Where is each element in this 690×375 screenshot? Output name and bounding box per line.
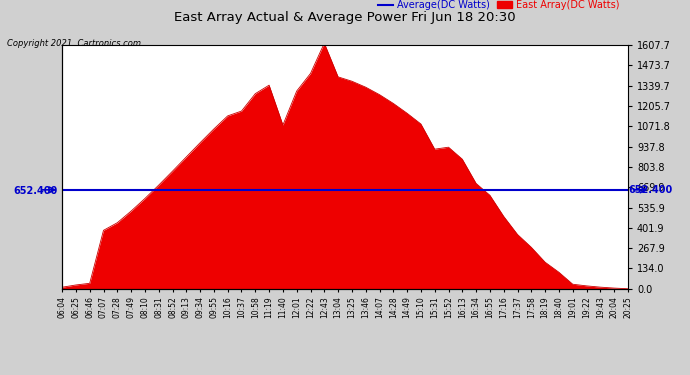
Text: 652.400: 652.400	[628, 185, 672, 195]
Text: Copyright 2021  Cartronics.com: Copyright 2021 Cartronics.com	[7, 39, 141, 48]
Text: East Array Actual & Average Power Fri Jun 18 20:30: East Array Actual & Average Power Fri Ju…	[174, 11, 516, 24]
Legend: Average(DC Watts), East Array(DC Watts): Average(DC Watts), East Array(DC Watts)	[374, 0, 623, 14]
